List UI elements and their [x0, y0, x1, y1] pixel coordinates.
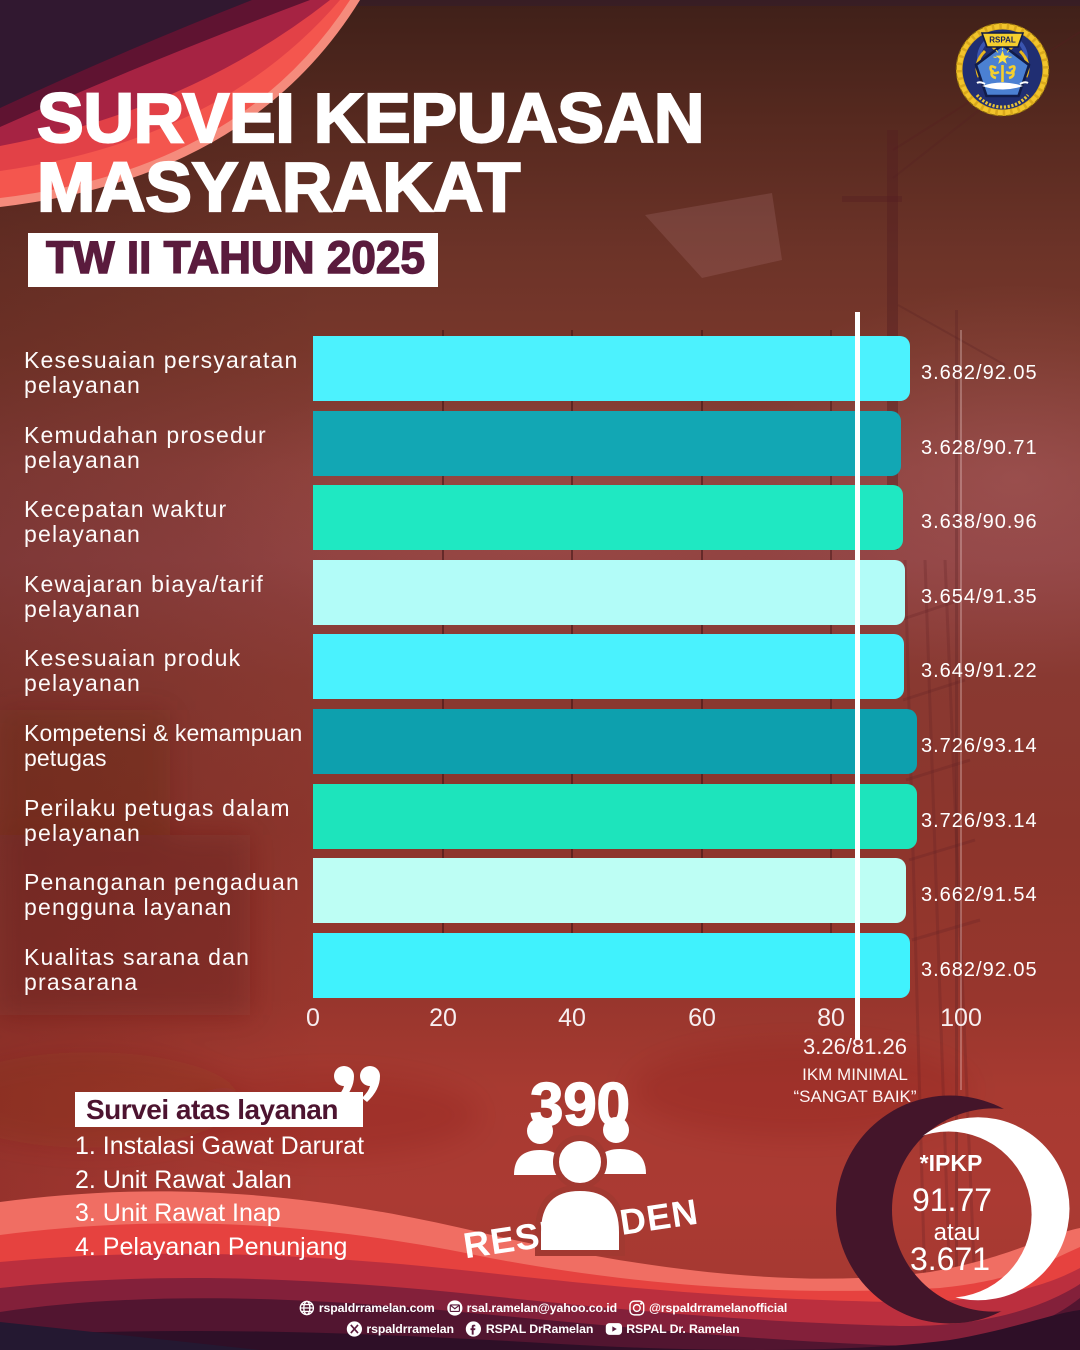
svg-text:RSPAL: RSPAL: [989, 36, 1016, 45]
